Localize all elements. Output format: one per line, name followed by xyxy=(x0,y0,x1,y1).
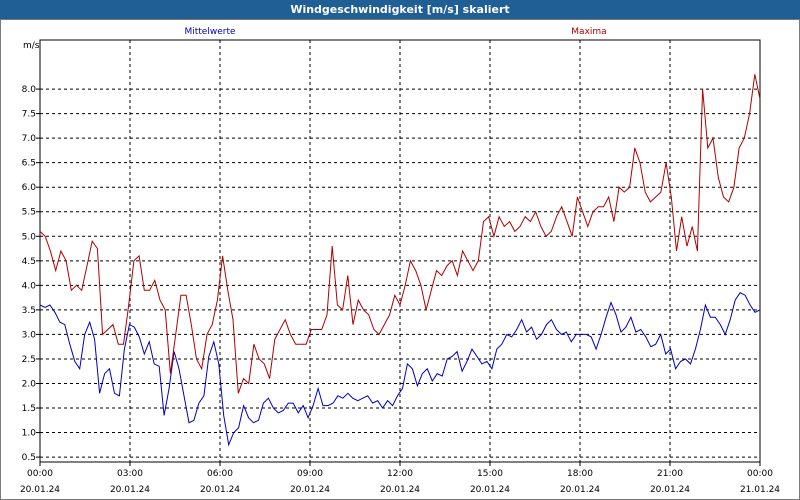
y-tick-label: 1.5 xyxy=(22,404,36,414)
y-tick-label: 2.0 xyxy=(22,379,37,389)
y-tick-label: 5.5 xyxy=(22,208,36,218)
y-tick-label: 6.0 xyxy=(22,183,37,193)
x-tick-time: 03:00 xyxy=(117,469,143,479)
x-tick-date: 20.01.24 xyxy=(110,485,150,495)
y-tick-label: 8.0 xyxy=(22,85,37,95)
grid-lines xyxy=(40,40,760,462)
x-tick-date: 20.01.24 xyxy=(650,485,690,495)
x-axis-ticks: 00:00 20.01.24 03:00 20.01.24 06:00 20.01.24 0… xyxy=(20,462,780,495)
x-tick-time: 15:00 xyxy=(477,469,503,479)
legend-maxima: Maxima xyxy=(571,27,606,37)
x-tick-date: 21.01.24 xyxy=(740,485,780,495)
y-tick-label: 6.5 xyxy=(22,159,36,169)
x-tick-time: 00:00 xyxy=(747,469,773,479)
x-tick-time: 09:00 xyxy=(297,469,323,479)
series-line-maxima xyxy=(39,74,761,394)
y-tick-label: 2.5 xyxy=(22,355,36,365)
y-tick-label: 0.5 xyxy=(22,453,36,463)
series-lines xyxy=(39,74,761,447)
x-tick-time: 18:00 xyxy=(567,469,593,479)
x-tick-time: 06:00 xyxy=(207,469,233,479)
x-tick-time: 12:00 xyxy=(387,469,413,479)
x-tick-date: 20.01.24 xyxy=(290,485,330,495)
x-tick-time: 00:00 xyxy=(27,469,53,479)
y-tick-label: 4.0 xyxy=(22,281,37,291)
series-line-mittelwerte xyxy=(39,292,761,447)
legend-mittelwerte: Mittelwerte xyxy=(184,27,235,37)
window-title: Windgeschwindigkeit [m/s] skaliert xyxy=(0,0,800,19)
x-tick-date: 20.01.24 xyxy=(560,485,600,495)
y-axis-ticks: 0.5 1.0 1.5 2.0 2.5 3.0 3.5 4.0 4.5 5.0 5.5 6.0 6.5 7… xyxy=(22,85,40,463)
y-tick-label: 5.0 xyxy=(22,232,37,242)
y-tick-label: 4.5 xyxy=(22,257,36,267)
y-tick-label: 1.0 xyxy=(22,429,37,439)
y-axis-label: m/s xyxy=(23,41,40,51)
x-tick-date: 20.01.24 xyxy=(20,485,60,495)
x-tick-date: 20.01.24 xyxy=(470,485,510,495)
y-tick-label: 7.0 xyxy=(22,134,37,144)
y-tick-label: 3.5 xyxy=(22,306,36,316)
x-tick-time: 21:00 xyxy=(657,469,683,479)
y-tick-label: 7.5 xyxy=(22,110,36,120)
y-tick-label: 3.0 xyxy=(22,330,37,340)
x-tick-date: 20.01.24 xyxy=(380,485,420,495)
x-tick-date: 20.01.24 xyxy=(200,485,240,495)
